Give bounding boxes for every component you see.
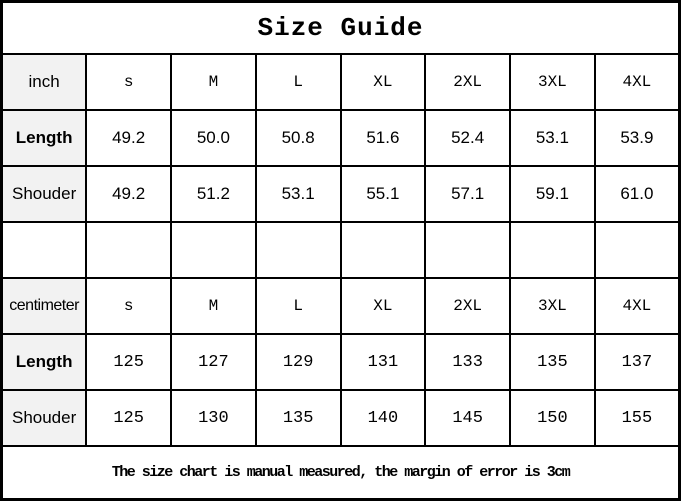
value-cell: 145 <box>424 389 511 447</box>
empty-cell <box>593 221 681 279</box>
value-cell: 49.2 <box>85 109 172 167</box>
value-cell: 125 <box>85 389 172 447</box>
table-row-shoulder-inch: Shouder 49.2 51.2 53.1 55.1 57.1 59.1 61… <box>0 165 681 223</box>
value-cell: 150 <box>509 389 596 447</box>
size-label-cell: 4XL <box>593 53 681 111</box>
size-label-cell: 3XL <box>509 53 596 111</box>
value-cell: 52.4 <box>424 109 511 167</box>
value-cell: 55.1 <box>339 165 427 223</box>
value-cell: 53.1 <box>509 109 596 167</box>
size-label-cell: 3XL <box>509 277 596 335</box>
row-header-length: Length <box>0 109 88 167</box>
size-label-cell: M <box>170 53 257 111</box>
size-label-cell: s <box>85 53 172 111</box>
row-header-empty <box>0 221 88 279</box>
empty-cell <box>85 221 172 279</box>
value-cell: 131 <box>339 333 427 391</box>
size-label-cell: 2XL <box>424 53 511 111</box>
table-row-length-cm: Length 125 127 129 131 133 135 137 <box>0 333 681 391</box>
size-label-cell: XL <box>339 277 427 335</box>
empty-cell <box>424 221 511 279</box>
footer-note: The size chart is manual measured, the m… <box>0 445 681 501</box>
empty-cell <box>339 221 427 279</box>
size-label-cell: s <box>85 277 172 335</box>
row-header-length: Length <box>0 333 88 391</box>
size-label-cell: M <box>170 277 257 335</box>
footer-row: The size chart is manual measured, the m… <box>0 445 681 501</box>
row-header-centimeter: centimeter <box>0 277 88 335</box>
title-row: Size Guide <box>0 0 681 55</box>
table-row-length-inch: Length 49.2 50.0 50.8 51.6 52.4 53.1 53.… <box>0 109 681 167</box>
value-cell: 155 <box>593 389 681 447</box>
value-cell: 59.1 <box>509 165 596 223</box>
table-row-centimeter-sizes: centimeter s M L XL 2XL 3XL 4XL <box>0 277 681 335</box>
value-cell: 51.6 <box>339 109 427 167</box>
value-cell: 125 <box>85 333 172 391</box>
empty-cell <box>509 221 596 279</box>
row-header-inch: inch <box>0 53 88 111</box>
value-cell: 61.0 <box>593 165 681 223</box>
value-cell: 133 <box>424 333 511 391</box>
value-cell: 53.9 <box>593 109 681 167</box>
value-cell: 127 <box>170 333 257 391</box>
value-cell: 50.0 <box>170 109 257 167</box>
row-header-shoulder: Shouder <box>0 389 88 447</box>
value-cell: 140 <box>339 389 427 447</box>
value-cell: 130 <box>170 389 257 447</box>
table-row-shoulder-cm: Shouder 125 130 135 140 145 150 155 <box>0 389 681 447</box>
size-label-cell: XL <box>339 53 427 111</box>
size-label-cell: 4XL <box>593 277 681 335</box>
value-cell: 135 <box>254 389 342 447</box>
value-cell: 57.1 <box>424 165 511 223</box>
empty-cell <box>170 221 257 279</box>
row-header-shoulder: Shouder <box>0 165 88 223</box>
empty-cell <box>254 221 342 279</box>
size-label-cell: L <box>254 53 342 111</box>
size-label-cell: L <box>254 277 342 335</box>
value-cell: 51.2 <box>170 165 257 223</box>
table-row-inch-sizes: inch s M L XL 2XL 3XL 4XL <box>0 53 681 111</box>
table-row-spacer <box>0 221 681 279</box>
value-cell: 53.1 <box>254 165 342 223</box>
value-cell: 137 <box>593 333 681 391</box>
value-cell: 129 <box>254 333 342 391</box>
value-cell: 135 <box>509 333 596 391</box>
value-cell: 50.8 <box>254 109 342 167</box>
page-title: Size Guide <box>0 0 681 55</box>
size-label-cell: 2XL <box>424 277 511 335</box>
value-cell: 49.2 <box>85 165 172 223</box>
